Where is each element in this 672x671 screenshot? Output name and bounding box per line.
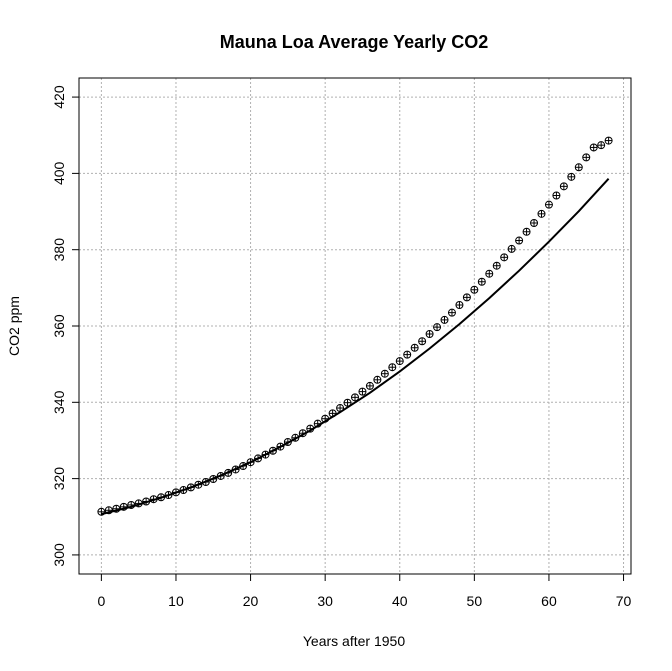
data-point bbox=[500, 253, 509, 262]
data-point bbox=[574, 163, 583, 172]
data-point bbox=[604, 136, 613, 145]
data-point bbox=[194, 480, 203, 489]
data-point bbox=[589, 143, 598, 152]
data-point bbox=[597, 141, 606, 150]
data-point bbox=[559, 182, 568, 191]
data-point bbox=[455, 301, 464, 310]
fit-line bbox=[101, 178, 610, 516]
data-point bbox=[261, 450, 270, 459]
plot-frame bbox=[78, 77, 632, 575]
data-point bbox=[433, 323, 442, 332]
data-point bbox=[239, 462, 248, 471]
x-tick-label: 70 bbox=[616, 593, 632, 609]
data-point bbox=[157, 493, 166, 502]
data-point bbox=[447, 308, 456, 317]
x-tick-labels: 0 10 20 30 40 50 60 70 bbox=[97, 593, 631, 609]
data-point bbox=[336, 404, 345, 413]
axis-ticks bbox=[72, 96, 625, 581]
grid-lines bbox=[79, 78, 631, 574]
y-tick-label: 400 bbox=[51, 161, 67, 185]
data-point bbox=[351, 393, 359, 402]
data-point bbox=[343, 398, 352, 407]
data-point bbox=[485, 269, 494, 278]
data-point bbox=[224, 468, 233, 477]
data-point bbox=[216, 471, 225, 480]
data-point bbox=[268, 446, 277, 455]
data-point bbox=[127, 500, 136, 509]
data-point bbox=[246, 458, 255, 467]
data-point bbox=[328, 409, 337, 418]
data-point bbox=[209, 474, 218, 483]
data-point bbox=[201, 478, 210, 487]
data-point bbox=[365, 381, 374, 390]
data-point bbox=[149, 495, 158, 504]
data-point bbox=[544, 200, 553, 209]
y-tick-label: 360 bbox=[51, 314, 67, 338]
data-point bbox=[403, 350, 412, 359]
data-point bbox=[522, 227, 531, 236]
data-point bbox=[567, 172, 576, 181]
data-point bbox=[254, 454, 263, 463]
data-point bbox=[425, 330, 434, 339]
data-point bbox=[119, 502, 128, 511]
data-point bbox=[231, 465, 240, 474]
x-tick-label: 40 bbox=[392, 593, 408, 609]
data-point bbox=[104, 506, 113, 515]
data-point bbox=[492, 261, 501, 270]
chart-title: Mauna Loa Average Yearly CO2 bbox=[220, 32, 488, 52]
data-point bbox=[306, 424, 315, 433]
data-point bbox=[97, 507, 106, 516]
data-point bbox=[179, 486, 188, 495]
data-point bbox=[313, 419, 322, 428]
data-point bbox=[462, 293, 471, 302]
x-tick-label: 30 bbox=[317, 593, 333, 609]
data-point bbox=[321, 414, 330, 423]
y-axis-label: CO2 ppm bbox=[6, 296, 22, 356]
x-tick-label: 60 bbox=[541, 593, 557, 609]
x-axis-label: Years after 1950 bbox=[303, 633, 405, 649]
data-point bbox=[530, 218, 539, 227]
fit-line-layer bbox=[101, 178, 610, 516]
data-point bbox=[537, 209, 546, 218]
x-tick-label: 20 bbox=[243, 593, 259, 609]
y-tick-label: 380 bbox=[51, 238, 67, 262]
data-point bbox=[440, 315, 449, 324]
data-point bbox=[142, 497, 151, 506]
data-point bbox=[552, 191, 561, 200]
data-point bbox=[410, 343, 419, 352]
data-point bbox=[171, 488, 180, 497]
data-point bbox=[507, 244, 516, 253]
data-point bbox=[276, 442, 285, 451]
y-tick-label: 320 bbox=[51, 467, 67, 491]
data-point bbox=[164, 491, 173, 500]
data-point bbox=[477, 277, 486, 286]
data-point bbox=[112, 504, 121, 513]
data-point bbox=[186, 483, 195, 492]
data-point bbox=[358, 387, 367, 396]
x-tick-label: 10 bbox=[168, 593, 184, 609]
data-point bbox=[373, 375, 382, 384]
y-tick-labels: 300 320 340 360 380 400 420 bbox=[51, 85, 67, 566]
data-point bbox=[298, 429, 307, 438]
data-point bbox=[582, 153, 591, 162]
data-point bbox=[388, 363, 397, 372]
y-tick-label: 340 bbox=[51, 390, 67, 414]
data-point bbox=[470, 285, 479, 294]
data-points bbox=[97, 136, 613, 516]
data-point bbox=[380, 369, 389, 378]
x-tick-label: 0 bbox=[97, 593, 105, 609]
data-point bbox=[515, 236, 524, 245]
y-tick-label: 300 bbox=[51, 543, 67, 567]
data-point bbox=[283, 437, 292, 446]
data-point bbox=[395, 357, 404, 366]
data-point bbox=[291, 433, 300, 442]
y-tick-label: 420 bbox=[51, 85, 67, 109]
data-point bbox=[418, 337, 427, 346]
x-tick-label: 50 bbox=[467, 593, 483, 609]
data-point bbox=[134, 499, 143, 508]
